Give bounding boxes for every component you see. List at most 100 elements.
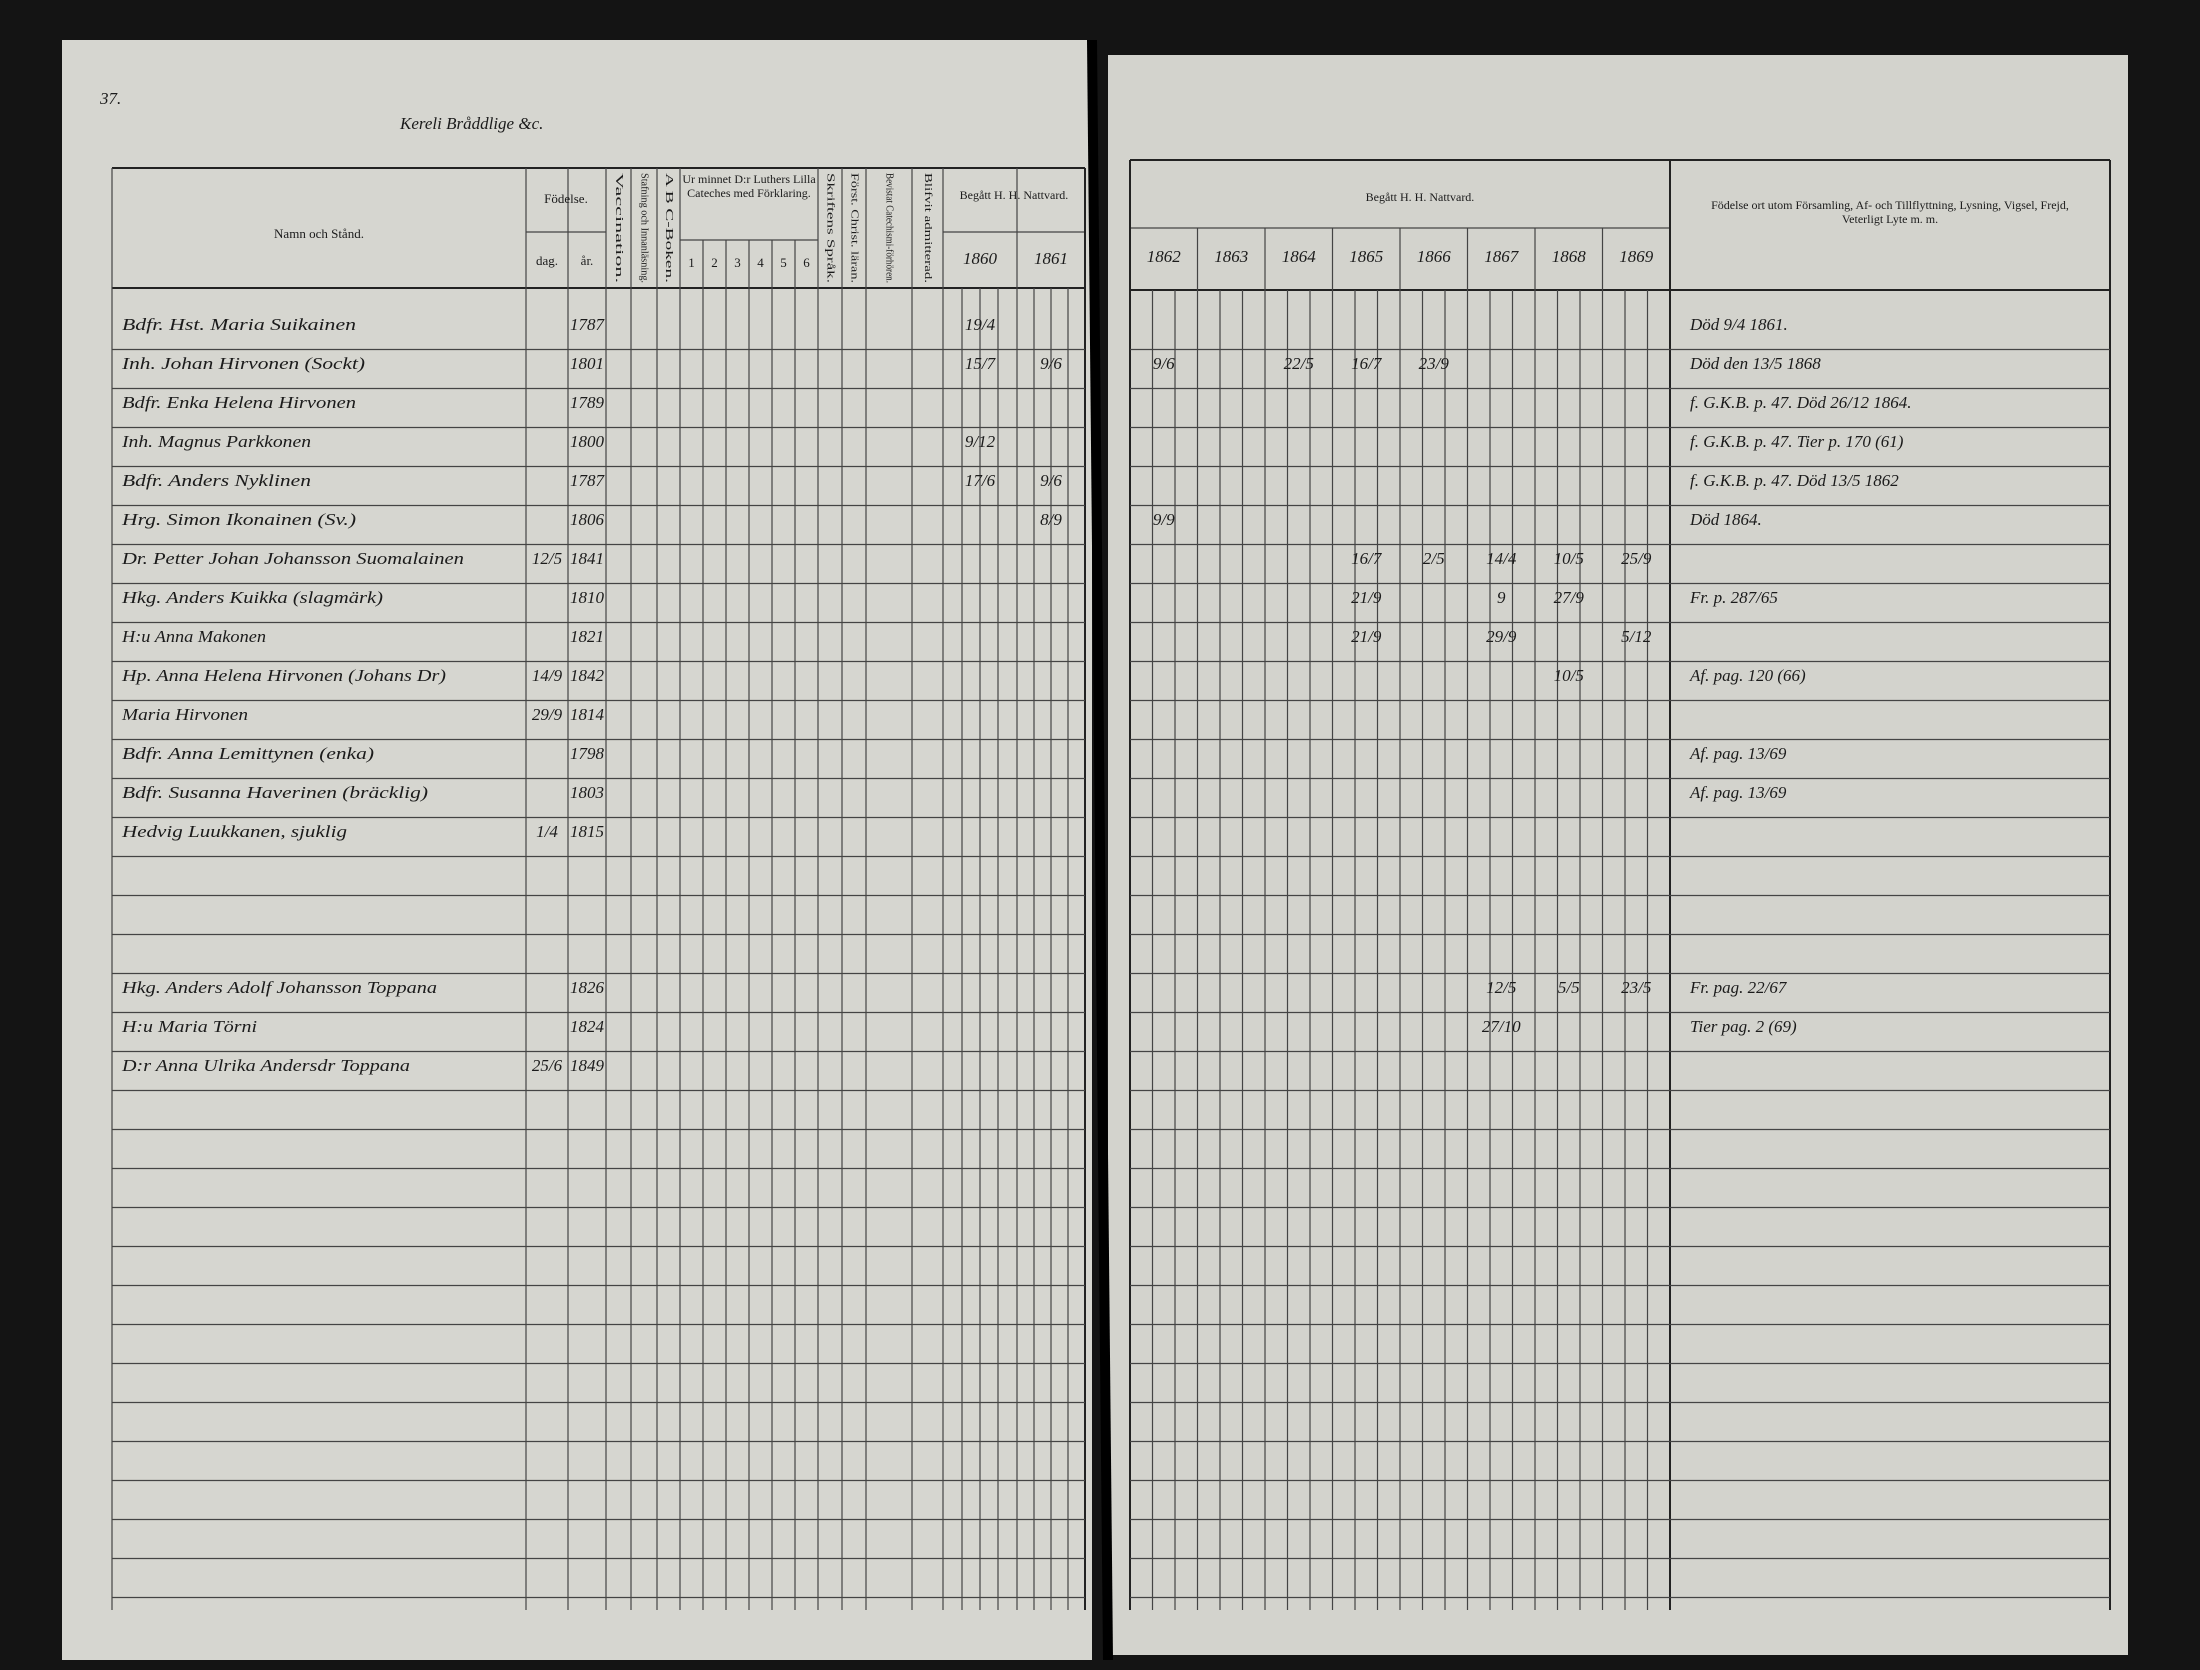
communion-date: 17/6 xyxy=(965,471,996,490)
vertical-header: A B C-Boken. xyxy=(663,173,674,283)
person-name: H:u Anna Makonen xyxy=(121,627,266,646)
row-note: Död den 13/5 1868 xyxy=(1689,354,1821,373)
birth-year: 1803 xyxy=(570,783,604,802)
page-number: 37. xyxy=(99,89,121,108)
birth-year: 1814 xyxy=(570,705,605,724)
year-header: 1868 xyxy=(1552,247,1587,266)
vertical-header: Stafning och Innanläsning. xyxy=(639,173,650,283)
year-header: 1860 xyxy=(963,249,998,268)
person-name: Bdfr. Anna Lemittynen (enka) xyxy=(122,744,374,763)
person-name: D:r Anna Ulrika Andersdr Toppana xyxy=(121,1056,410,1075)
communion-header-text: Begått H. H. Nattvard. xyxy=(959,188,1069,202)
birth-day: 29/9 xyxy=(532,705,563,724)
person-name: Bdfr. Hst. Maria Suikainen xyxy=(122,315,356,334)
communion-date: 5/12 xyxy=(1621,627,1652,646)
person-name: Hedvig Luukkanen, sjuklig xyxy=(121,822,347,841)
column-header: dag. xyxy=(536,253,558,268)
birth-year: 1798 xyxy=(570,744,605,763)
year-header: 1861 xyxy=(1034,249,1068,268)
communion-date: 23/5 xyxy=(1621,978,1651,997)
communion-date: 9/12 xyxy=(965,432,996,451)
vertical-header: Bevistat Catechismi-förhören. xyxy=(884,173,895,283)
person-name: Bdfr. Susanna Haverinen (bräcklig) xyxy=(122,783,428,802)
communion-date: 21/9 xyxy=(1351,627,1382,646)
column-header: Födelse. xyxy=(544,191,588,206)
year-header: 1864 xyxy=(1282,247,1317,266)
communion-date: 9/6 xyxy=(1040,354,1062,373)
birth-day: 1/4 xyxy=(536,822,558,841)
row-note: Tier pag. 2 (69) xyxy=(1690,1017,1797,1036)
communion-date: 23/9 xyxy=(1419,354,1450,373)
notes-header-text: Födelse ort utom Församling, Af- och Til… xyxy=(1711,198,2069,226)
communion-date: 21/9 xyxy=(1351,588,1382,607)
birth-year: 1849 xyxy=(570,1056,605,1075)
birth-year: 1787 xyxy=(570,471,606,490)
communion-date: 14/4 xyxy=(1486,549,1517,568)
communion-date: 9/6 xyxy=(1040,471,1062,490)
catechism-header: Ur minnet D:r Luthers Lilla Cateches med… xyxy=(682,172,815,200)
column-header: år. xyxy=(581,253,594,268)
catechism-part: 6 xyxy=(803,255,810,270)
vertical-header: Skriftens Språk. xyxy=(825,173,836,283)
notes-header: Födelse ort utom Församling, Af- och Til… xyxy=(1711,198,2069,226)
communion-date: 9 xyxy=(1497,588,1506,607)
communion-date: 22/5 xyxy=(1284,354,1314,373)
birth-day: 14/9 xyxy=(532,666,563,685)
communion-date: 10/5 xyxy=(1554,666,1584,685)
column-header: Namn och Stånd. xyxy=(274,226,364,241)
communion-date: 2/5 xyxy=(1423,549,1445,568)
person-name: Inh. Johan Hirvonen (Sockt) xyxy=(121,354,366,373)
birth-year: 1842 xyxy=(570,666,605,685)
person-name: Maria Hirvonen xyxy=(121,705,248,724)
vertical-header: Vaccination. xyxy=(613,173,624,283)
birth-year: 1821 xyxy=(570,627,604,646)
communion-date: 25/9 xyxy=(1621,549,1652,568)
communion-date: 27/9 xyxy=(1554,588,1585,607)
communion-date: 27/10 xyxy=(1482,1017,1521,1036)
catechism-part: 1 xyxy=(688,255,695,270)
birth-day: 25/6 xyxy=(532,1056,563,1075)
year-header: 1863 xyxy=(1214,247,1248,266)
communion-header: Begått H. H. Nattvard. xyxy=(1365,190,1475,204)
person-name: Hrg. Simon Ikonainen (Sv.) xyxy=(121,510,357,529)
row-note: Fr. pag. 22/67 xyxy=(1689,978,1788,997)
person-name: Hkg. Anders Adolf Johansson Toppana xyxy=(121,978,437,997)
birth-year: 1806 xyxy=(570,510,605,529)
year-header: 1867 xyxy=(1484,247,1520,266)
communion-date: 16/7 xyxy=(1351,354,1383,373)
communion-date: 9/6 xyxy=(1153,354,1175,373)
birth-year: 1810 xyxy=(570,588,605,607)
communion-date: 16/7 xyxy=(1351,549,1383,568)
right-page xyxy=(1108,55,2128,1655)
row-note: Död 1864. xyxy=(1689,510,1762,529)
person-name: Bdfr. Anders Nyklinen xyxy=(122,471,311,490)
communion-header-text: Begått H. H. Nattvard. xyxy=(1365,190,1475,204)
communion-date: 5/5 xyxy=(1558,978,1580,997)
row-note: Fr. p. 287/65 xyxy=(1689,588,1778,607)
birth-year: 1801 xyxy=(570,354,604,373)
communion-date: 12/5 xyxy=(1486,978,1516,997)
row-note: f. G.K.B. p. 47. Tier p. 170 (61) xyxy=(1690,432,1904,451)
person-name: H:u Maria Törni xyxy=(121,1017,257,1036)
birth-year: 1815 xyxy=(570,822,604,841)
row-note: f. G.K.B. p. 47. Död 13/5 1862 xyxy=(1690,471,1899,490)
left-page xyxy=(62,40,1092,1660)
year-header: 1865 xyxy=(1349,247,1383,266)
vertical-header: Först. Christ. läran. xyxy=(849,173,860,283)
row-note: Af. pag. 13/69 xyxy=(1689,744,1787,763)
person-name: Hkg. Anders Kuikka (slagmärk) xyxy=(121,588,384,607)
birth-year: 1800 xyxy=(570,432,605,451)
vertical-header: Blifvit admitterad. xyxy=(922,173,933,283)
year-header: 1862 xyxy=(1147,247,1182,266)
communion-date: 9/9 xyxy=(1153,510,1175,529)
page-title: Kereli Bråddlige &c. xyxy=(399,114,543,133)
person-name: Bdfr. Enka Helena Hirvonen xyxy=(122,393,356,412)
birth-day: 12/5 xyxy=(532,549,562,568)
catechism-part: 5 xyxy=(780,255,787,270)
communion-date: 10/5 xyxy=(1554,549,1584,568)
catechism-part: 4 xyxy=(757,255,764,270)
birth-year: 1824 xyxy=(570,1017,605,1036)
birth-year: 1841 xyxy=(570,549,604,568)
